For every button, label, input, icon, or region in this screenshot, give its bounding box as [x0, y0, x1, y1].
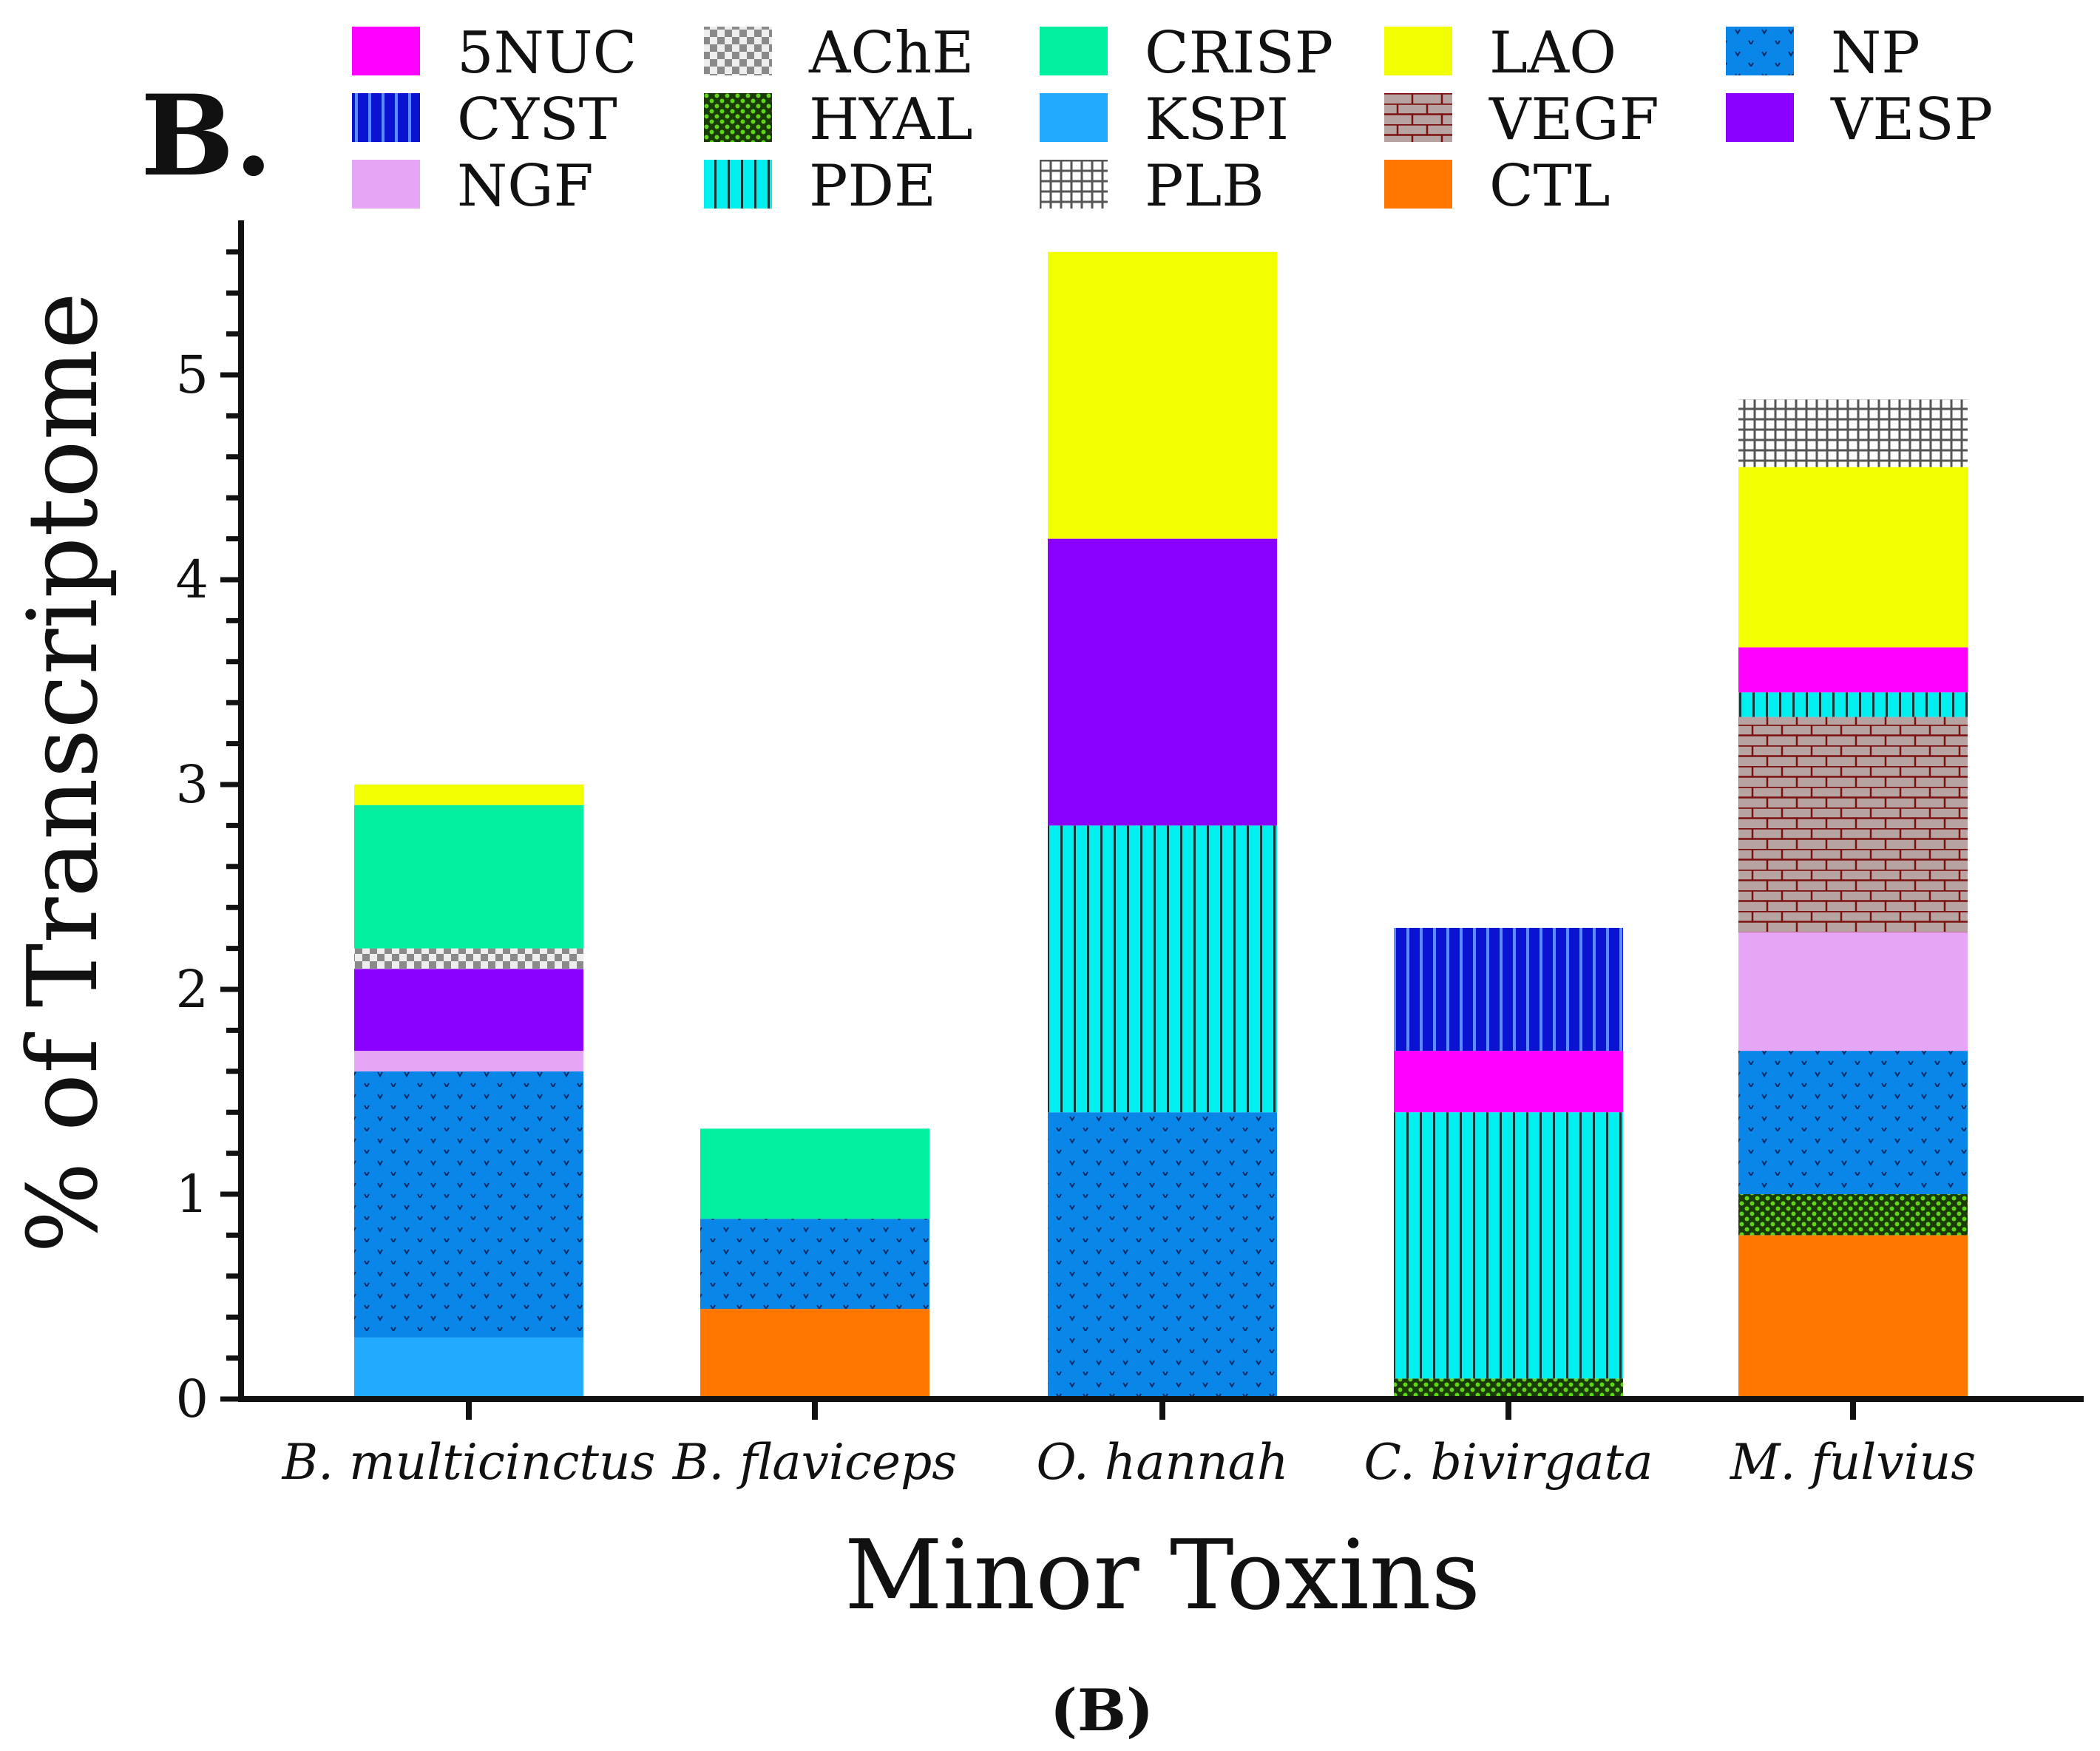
legend-swatch-ngf [352, 160, 420, 209]
legend-label-ache: AChE [808, 20, 974, 87]
bar-b-multicinctus-lao [354, 785, 583, 805]
legend-label-hyal: HYAL [809, 87, 973, 153]
y-tick-label-2: 2 [175, 959, 209, 1020]
legend: 5NUC AChE CRISP LAO NP CYST HYAL KSPI VEGF VESP NG… [352, 20, 1993, 220]
legend-label-ngf: NGF [457, 153, 594, 220]
x-tick-label-m-fulvius: M. fulvius [1730, 1434, 1976, 1491]
x-tick-label-b-flaviceps: B. flaviceps [672, 1434, 957, 1491]
bar-b-flaviceps-ctl [700, 1309, 929, 1399]
bar-c-bivirgata-pde [1394, 1112, 1623, 1379]
legend-swatch-cyst [352, 93, 420, 142]
bar-o-hannah-lao [1048, 251, 1277, 539]
bar-m-fulvius-np [1738, 1051, 1968, 1194]
bar-o-hannah-np [1048, 1112, 1277, 1399]
bar-m-fulvius-plb [1738, 399, 1968, 467]
legend-label-vegf: VEGF [1488, 87, 1659, 153]
y-tick-label-4: 4 [175, 549, 209, 610]
legend-swatch-ache [704, 27, 772, 75]
legend-swatch-hyal [704, 93, 772, 142]
bar-b-multicinctus-np [354, 1071, 583, 1338]
legend-swatch-ctl [1384, 160, 1452, 209]
legend-swatch-plb [1040, 160, 1108, 209]
bar-b-flaviceps-crisp [700, 1128, 929, 1219]
bar-m-fulvius-pde [1738, 692, 1968, 717]
x-tick-label-o-hannah: O. hannah [1037, 1434, 1289, 1491]
bar-m-fulvius-5nuc [1738, 647, 1968, 693]
y-axis-label: % of Transcriptome [7, 292, 119, 1253]
bar-c-bivirgata-hyal [1394, 1378, 1623, 1399]
legend-label-plb: PLB [1145, 153, 1264, 220]
bars [354, 251, 1968, 1399]
bar-m-fulvius-lao [1738, 467, 1968, 648]
bar-b-flaviceps-np [700, 1219, 929, 1310]
caption-open-paren: ( [1050, 1677, 1077, 1744]
bar-m-fulvius-ctl [1738, 1235, 1968, 1399]
legend-label-5nuc: 5NUC [457, 20, 637, 87]
legend-swatch-vesp [1726, 93, 1794, 142]
x-axis-label: Minor Toxins [844, 1519, 1480, 1631]
x-tick-label-c-bivirgata: C. bivirgata [1364, 1434, 1653, 1491]
legend-swatch-pde [704, 160, 772, 209]
caption-letter: B [1077, 1677, 1126, 1744]
bar-m-fulvius-hyal [1738, 1194, 1968, 1236]
y-ticks: 0 1 2 3 4 5 [175, 249, 241, 1429]
legend-swatch-vegf [1384, 93, 1452, 142]
legend-label-vesp: VESP [1830, 87, 1993, 153]
bar-m-fulvius-vegf [1738, 717, 1968, 932]
bar-b-multicinctus-ache [354, 948, 583, 969]
bar-c-bivirgata-5nuc [1394, 1051, 1623, 1113]
bar-c-bivirgata-cyst [1394, 927, 1623, 1051]
panel-label: B. [140, 71, 273, 201]
bar-o-hannah-pde [1048, 825, 1277, 1113]
bar-b-multicinctus-ngf [354, 1051, 583, 1071]
legend-label-lao: LAO [1489, 20, 1616, 87]
legend-swatch-5nuc [352, 27, 420, 75]
legend-swatch-lao [1384, 27, 1452, 75]
y-tick-label-5: 5 [175, 345, 209, 405]
legend-label-crisp: CRISP [1145, 20, 1333, 87]
y-tick-label-1: 1 [175, 1164, 209, 1225]
x-ticks: B. multicinctus B. flaviceps O. hannah C. b… [282, 1399, 1976, 1491]
legend-swatch-np [1726, 27, 1794, 75]
figure-caption: (B) [1050, 1677, 1154, 1744]
caption-close-paren: ) [1126, 1677, 1154, 1744]
bar-m-fulvius-ngf [1738, 932, 1968, 1051]
legend-label-np: NP [1831, 20, 1920, 87]
legend-label-pde: PDE [809, 153, 936, 220]
legend-label-kspi: KSPI [1145, 87, 1289, 153]
x-tick-label-b-multicinctus: B. multicinctus [282, 1434, 656, 1491]
legend-swatch-crisp [1040, 27, 1108, 75]
bar-b-multicinctus-vesp [354, 969, 583, 1051]
legend-swatch-kspi [1040, 93, 1108, 142]
y-tick-label-0: 0 [175, 1369, 209, 1429]
bar-o-hannah-vesp [1048, 538, 1277, 826]
legend-label-cyst: CYST [457, 87, 617, 153]
legend-label-ctl: CTL [1489, 153, 1610, 220]
y-tick-label-3: 3 [175, 754, 209, 815]
bar-b-multicinctus-crisp [354, 805, 583, 949]
bar-b-multicinctus-kspi [354, 1337, 583, 1399]
